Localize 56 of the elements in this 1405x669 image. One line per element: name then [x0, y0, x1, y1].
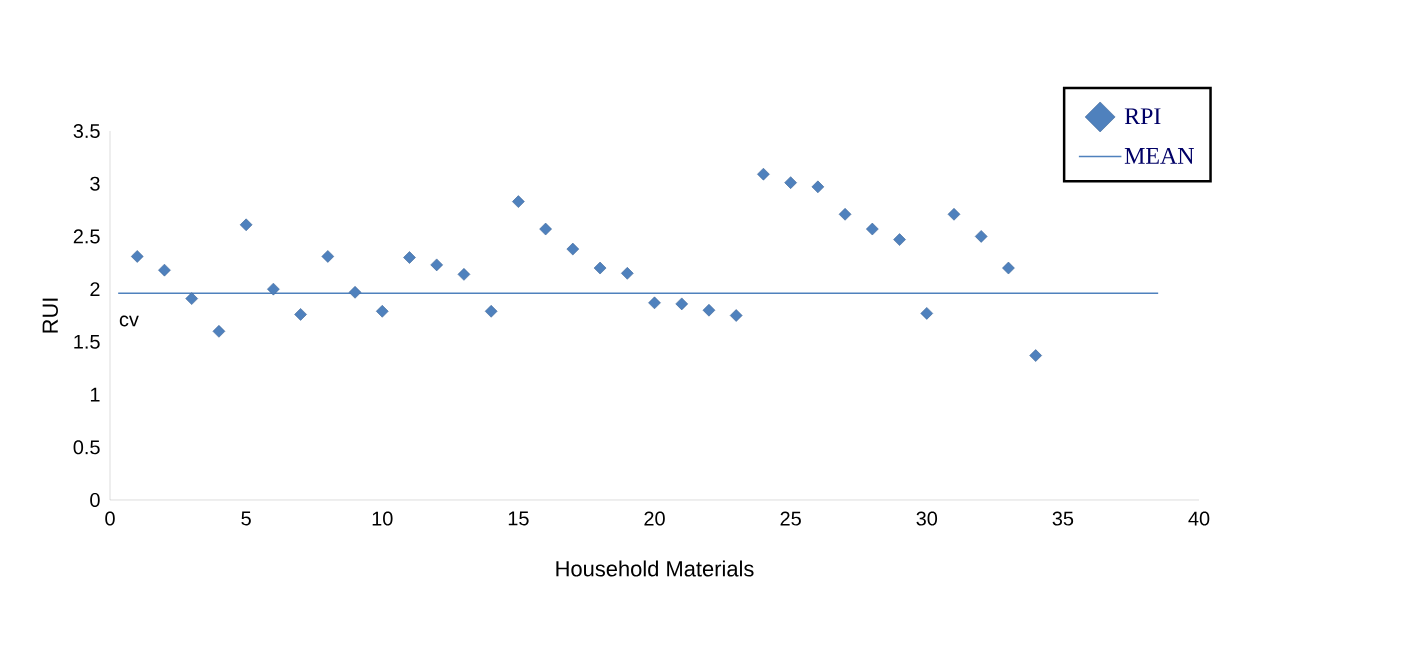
x-tick-label: 35	[1052, 511, 1074, 526]
x-tick-label: 15	[508, 511, 529, 526]
point	[321, 250, 335, 263]
y-tick-label: 2	[90, 282, 100, 297]
point	[866, 222, 879, 236]
y-tick-label: 0	[90, 492, 100, 508]
y-tick-label: 0.5	[73, 440, 100, 455]
y-tick-label: 3.5	[73, 123, 100, 139]
point	[702, 303, 716, 317]
point	[729, 309, 743, 322]
point	[403, 251, 416, 264]
point	[158, 263, 171, 277]
point	[512, 195, 525, 208]
point	[484, 304, 498, 318]
point	[593, 261, 607, 275]
x-tick-label: 5	[241, 511, 251, 526]
point	[239, 218, 253, 232]
point	[566, 242, 580, 256]
point	[893, 233, 906, 246]
x-tick-label: 0	[105, 511, 115, 526]
y-tick-label: 1.5	[74, 334, 100, 349]
y-tick-label: 2.5	[73, 229, 100, 244]
x-tick-label: 40	[1188, 511, 1210, 526]
y-tick-label: 1	[90, 387, 100, 402]
point	[620, 267, 634, 280]
point	[838, 207, 852, 221]
point	[974, 230, 988, 243]
point	[267, 282, 280, 296]
x-axis-title: Household Materials	[556, 560, 754, 577]
point	[212, 325, 226, 338]
point	[457, 268, 471, 281]
point	[130, 250, 144, 263]
point	[757, 167, 770, 181]
y-axis-title: RUI	[42, 298, 58, 333]
x-tick-label: 20	[644, 511, 665, 526]
x-tick-label: 25	[780, 511, 801, 526]
point	[920, 307, 934, 320]
point	[430, 258, 444, 272]
legend-label: MEAN	[1124, 147, 1194, 164]
x-tick-label: 30	[916, 511, 938, 526]
point	[375, 304, 389, 318]
point	[185, 292, 198, 305]
legend-label: RPI	[1124, 108, 1161, 125]
point	[784, 176, 797, 189]
point	[539, 222, 552, 236]
point	[1002, 261, 1015, 275]
point	[811, 180, 825, 194]
point	[675, 297, 689, 311]
point	[294, 308, 307, 321]
y-tick-label: 3	[90, 176, 100, 191]
point	[947, 207, 961, 221]
point	[348, 285, 362, 299]
point	[648, 296, 661, 310]
x-tick-label: 10	[372, 511, 393, 526]
point	[1029, 349, 1042, 362]
annotation: cv	[119, 315, 139, 327]
